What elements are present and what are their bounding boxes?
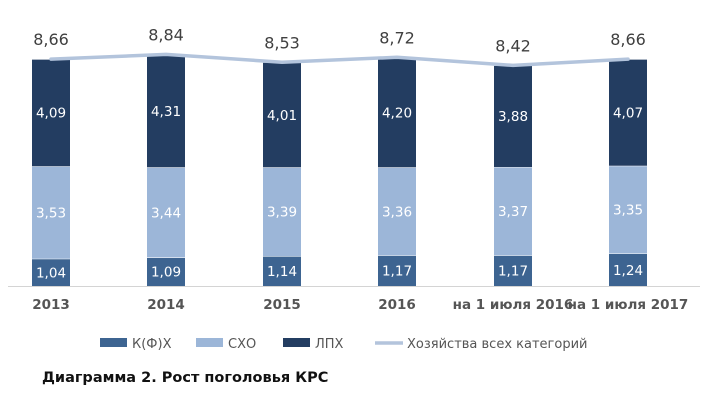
bar-sho-0 (32, 166, 70, 259)
bar-kfh-0 (32, 258, 70, 286)
data-label: 4,20 (382, 105, 412, 121)
bar-kfh-5 (609, 253, 647, 286)
bar-lph-3 (378, 57, 416, 168)
legend-label: СХО (228, 337, 256, 352)
bars-layer (32, 53, 647, 286)
data-label: 3,88 (498, 109, 528, 125)
bar-sho-4 (494, 167, 532, 256)
x-tick-label: 2014 (147, 297, 185, 313)
x-tick-label: на 1 июля 2017 (568, 297, 689, 313)
bar-kfh-3 (378, 255, 416, 286)
bar-kfh-1 (147, 257, 185, 286)
total-line (49, 52, 630, 68)
bar-sho-3 (378, 167, 416, 256)
bar-sho-5 (609, 165, 647, 254)
data-label: 4,09 (36, 106, 66, 122)
data-label: 1,17 (382, 264, 412, 280)
data-label: 1,04 (36, 265, 66, 281)
legend-swatch (100, 338, 127, 347)
data-label: 3,39 (267, 205, 297, 221)
total-label: 8,42 (495, 36, 531, 55)
bar-lph-5 (609, 59, 647, 166)
x-tick-label: 2013 (32, 297, 70, 313)
legend-swatch (196, 338, 223, 347)
total-label: 8,53 (264, 33, 300, 52)
legend-swatch (283, 338, 310, 347)
x-tick-label: 2016 (378, 297, 416, 313)
data-label: 1,09 (151, 265, 181, 281)
data-label: 4,01 (267, 108, 297, 124)
data-label: 3,53 (36, 206, 66, 222)
legend-label: ЛПХ (315, 337, 344, 352)
data-label: 1,17 (498, 264, 528, 280)
bar-lph-2 (263, 62, 301, 168)
bar-lph-0 (32, 59, 70, 167)
legend: К(Ф)Х СХО ЛПХ Хозяйства всех категорий (100, 337, 587, 352)
data-label: 3,44 (151, 205, 181, 221)
total-label: 8,72 (379, 28, 415, 47)
total-label: 8,84 (148, 25, 184, 44)
data-label: 3,35 (613, 203, 643, 219)
bar-sho-1 (147, 167, 185, 258)
data-label: 1,24 (613, 263, 643, 279)
bar-lph-4 (494, 65, 532, 168)
total-label: 8,66 (33, 30, 69, 49)
legend-label: Хозяйства всех категорий (407, 337, 587, 352)
data-label: 1,14 (267, 264, 297, 280)
bar-kfh-4 (494, 255, 532, 286)
total-line-layer (49, 52, 630, 68)
data-label: 3,37 (498, 204, 528, 220)
bar-sho-2 (263, 167, 301, 257)
bar-kfh-2 (263, 256, 301, 286)
data-label: 3,36 (382, 204, 412, 220)
x-tick-label: 2015 (263, 297, 301, 313)
bar-lph-1 (147, 54, 185, 168)
chart-caption: Диаграмма 2. Рост поголовья КРС (42, 370, 329, 386)
labels-layer: 1,04 3,53 4,09 2013 1,09 3,44 4,31 2014 1,14 3,39… (32, 25, 688, 313)
data-label: 4,07 (613, 105, 643, 121)
data-label: 4,31 (151, 104, 181, 120)
legend-label: К(Ф)Х (132, 337, 172, 352)
total-label: 8,66 (610, 30, 646, 49)
x-tick-label: на 1 июля 2016 (453, 297, 574, 313)
